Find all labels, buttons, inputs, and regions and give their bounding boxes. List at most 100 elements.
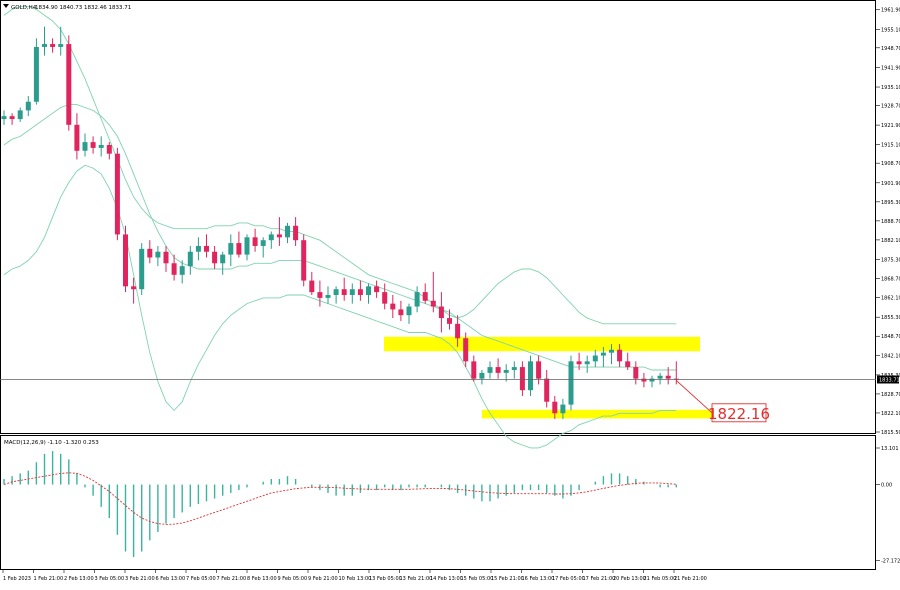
- candle: [244, 234, 250, 261]
- candle: [357, 280, 363, 301]
- candle-body: [131, 286, 137, 290]
- candle-body: [568, 361, 574, 405]
- candle: [309, 271, 315, 295]
- candle-body: [406, 306, 412, 316]
- candle: [42, 26, 47, 56]
- candle: [552, 395, 558, 420]
- candle: [592, 349, 598, 368]
- candle: [155, 245, 161, 267]
- time-tick-label: 9 Feb 21:00: [308, 576, 338, 582]
- candle-body: [390, 303, 396, 310]
- candle-body: [42, 44, 47, 47]
- candle-body: [139, 248, 145, 290]
- price-tick-label: 1855.30: [881, 315, 900, 321]
- candle-body: [285, 225, 290, 238]
- candle-body: [374, 286, 380, 293]
- candle-body: [576, 361, 582, 365]
- time-tick-label: 17 Feb 05:00: [552, 576, 585, 582]
- candle-body: [293, 225, 299, 241]
- candle-body: [276, 234, 282, 238]
- time-tick-label: 1 Feb 2023: [3, 576, 31, 582]
- candle: [276, 217, 282, 246]
- candle: [325, 286, 331, 304]
- candle: [617, 344, 623, 368]
- candle-body: [195, 245, 201, 252]
- candle-body: [171, 263, 177, 275]
- candle-body: [528, 361, 533, 391]
- candle-body: [163, 251, 169, 264]
- candle: [90, 136, 96, 154]
- candle: [171, 254, 177, 281]
- candle-body: [33, 46, 39, 102]
- candle: [123, 225, 128, 293]
- candle-body: [74, 124, 80, 151]
- symbol-label: GOLD,H4: [11, 5, 37, 11]
- candle-body: [98, 145, 104, 148]
- candle: [600, 346, 606, 368]
- candle: [33, 38, 39, 105]
- candle-body: [430, 300, 436, 307]
- candle: [98, 136, 104, 157]
- price-tick-label: 1828.70: [881, 392, 900, 398]
- candle-body: [398, 309, 404, 316]
- candle-body: [90, 142, 96, 148]
- candle-body: [519, 367, 525, 391]
- candle-body: [301, 240, 307, 281]
- time-tick-label: 14 Feb 13:00: [430, 576, 463, 582]
- candle: [74, 113, 80, 160]
- candle: [9, 113, 15, 125]
- candle: [220, 251, 226, 275]
- candle-body: [212, 251, 218, 264]
- time-tick-label: 8 Feb 13:00: [247, 576, 277, 582]
- candle-body: [536, 361, 542, 379]
- candle-body: [82, 142, 88, 151]
- candle-body: [244, 237, 250, 255]
- resistance-zone: [384, 336, 700, 352]
- candle: [374, 280, 380, 298]
- price-tick-label: 1868.70: [881, 277, 900, 283]
- candle-body: [220, 254, 226, 264]
- candle-body: [609, 349, 614, 353]
- candle: [641, 372, 647, 388]
- candle-body: [600, 352, 606, 356]
- candle-body: [366, 286, 371, 295]
- time-tick-label: 20 Feb 13:00: [613, 576, 646, 582]
- time-tick-label: 21 Feb 21:00: [674, 576, 707, 582]
- current-price-tag-label: 1833.71: [879, 377, 900, 383]
- candle-body: [147, 248, 153, 258]
- candle: [163, 245, 169, 272]
- candle: [25, 95, 31, 117]
- time-tick-label: 16 Feb 13:00: [522, 576, 555, 582]
- candle: [528, 355, 533, 396]
- candle: [106, 142, 112, 160]
- price-tick-label: 1941.90: [881, 65, 900, 71]
- candle: [479, 369, 485, 385]
- candle-body: [187, 251, 193, 267]
- target-price-box: [711, 403, 767, 423]
- candle: [260, 237, 266, 258]
- candle-body: [333, 289, 339, 295]
- price-tick-label: 1955.10: [881, 27, 900, 33]
- candle: [349, 283, 355, 304]
- price-tick-label: 1901.90: [881, 181, 900, 187]
- candle: [131, 277, 137, 304]
- candle-body: [544, 378, 550, 402]
- candle: [406, 303, 412, 324]
- candle-body: [641, 378, 647, 382]
- time-tick-label: 1 Feb 21:00: [34, 576, 64, 582]
- candle: [333, 286, 339, 304]
- candle: [317, 280, 323, 307]
- candle: [252, 228, 258, 252]
- candle: [187, 245, 193, 275]
- symbol-dropdown-icon[interactable]: [3, 4, 9, 8]
- price-tick-label: 1961.90: [881, 8, 900, 14]
- time-tick-label: 15 Feb 05:00: [461, 576, 494, 582]
- bollinger-middle-band: [3, 104, 677, 371]
- candle-body: [422, 292, 428, 301]
- candle: [341, 277, 347, 301]
- candle: [236, 231, 242, 258]
- time-tick-label: 17 Feb 21:00: [583, 576, 616, 582]
- candle: [82, 133, 88, 157]
